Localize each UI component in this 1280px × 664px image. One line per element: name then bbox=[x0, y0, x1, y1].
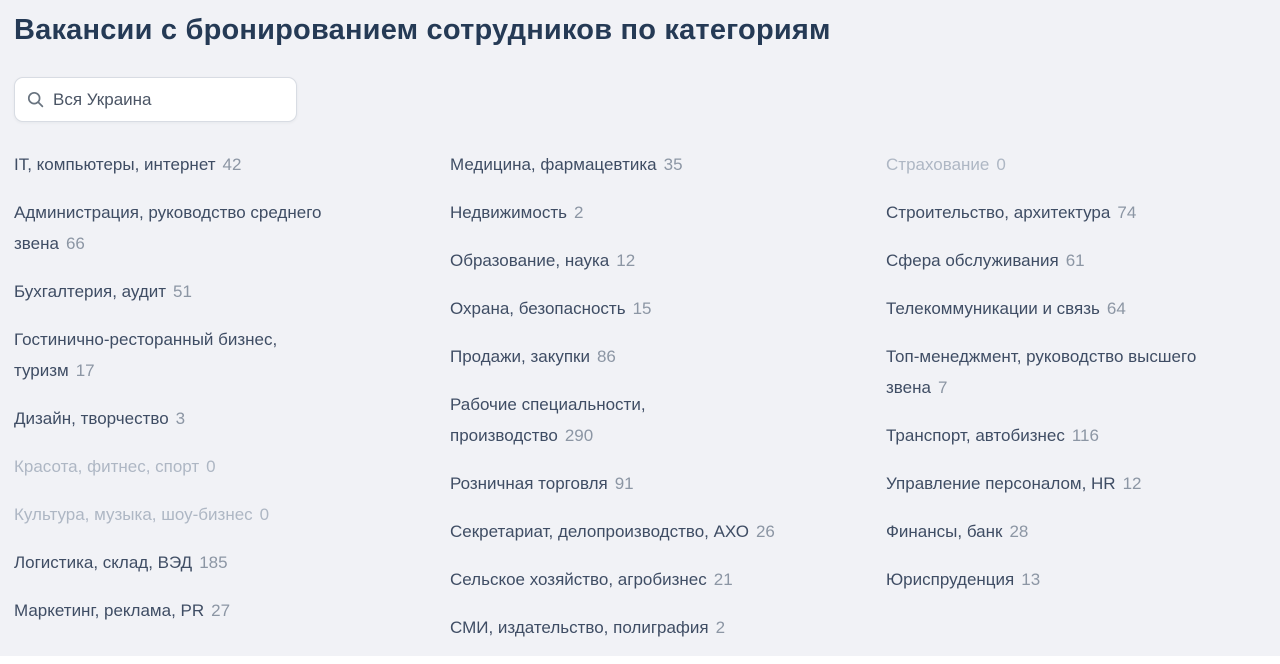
category-link[interactable]: Строительство, архитектура 74 bbox=[886, 197, 1266, 228]
category-link[interactable]: Охрана, безопасность 15 bbox=[450, 293, 830, 324]
category-link[interactable]: Сфера обслуживания 61 bbox=[886, 245, 1266, 276]
category-link[interactable]: Рабочие специальности, производство 290 bbox=[450, 389, 830, 451]
category-count: 61 bbox=[1065, 251, 1085, 271]
category-label: Администрация, руководство среднего звен… bbox=[14, 203, 322, 254]
category-label: Красота, фитнес, спорт bbox=[14, 457, 200, 477]
category-link[interactable]: Транспорт, автобизнес 116 bbox=[886, 420, 1266, 451]
category-link[interactable]: Управление персоналом, HR 12 bbox=[886, 468, 1266, 499]
category-link[interactable]: Логистика, склад, ВЭД 185 bbox=[14, 547, 394, 578]
category-count: 0 bbox=[259, 505, 270, 525]
category-count: 116 bbox=[1071, 426, 1099, 446]
category-column-3: Страхование 0 Строительство, архитектура 7… bbox=[886, 149, 1266, 612]
category-count: 15 bbox=[632, 299, 652, 319]
search-icon bbox=[27, 91, 44, 108]
category-count: 0 bbox=[206, 457, 216, 477]
bottom-white-strip bbox=[0, 656, 1280, 664]
category-label: Рабочие специальности, производство bbox=[450, 395, 646, 446]
location-search[interactable] bbox=[14, 77, 297, 123]
category-count: 12 bbox=[616, 251, 636, 271]
category-label: Топ-менеджмент, руководство высшего звен… bbox=[886, 347, 1197, 398]
category-link[interactable]: Маркетинг, реклама, PR 27 bbox=[14, 595, 394, 626]
category-count: 12 bbox=[1122, 474, 1142, 494]
category-count: 42 bbox=[222, 155, 242, 175]
category-link[interactable]: Недвижимость 2 bbox=[450, 197, 830, 228]
category-count: 66 bbox=[65, 234, 85, 254]
category-label: Сфера обслуживания bbox=[886, 251, 1059, 271]
category-count: 290 bbox=[564, 426, 594, 446]
category-count: 86 bbox=[596, 347, 616, 367]
category-count: 91 bbox=[614, 474, 634, 494]
category-label: Гостинично-ресторанный бизнес, туризм bbox=[14, 330, 278, 381]
category-link[interactable]: Топ-менеджмент, руководство высшего звен… bbox=[886, 341, 1266, 403]
category-label: Культура, музыка, шоу-бизнес bbox=[14, 505, 253, 525]
category-label: Охрана, безопасность bbox=[450, 299, 626, 319]
category-label: Телекоммуникации и связь bbox=[886, 299, 1100, 319]
category-count: 17 bbox=[75, 361, 95, 381]
category-label: СМИ, издательство, полиграфия bbox=[450, 618, 709, 638]
category-count: 0 bbox=[996, 155, 1006, 175]
category-count: 13 bbox=[1021, 570, 1041, 590]
category-column-2: Медицина, фармацевтика 35 Недвижимость 2 О… bbox=[450, 149, 830, 660]
category-label: Секретариат, делопроизводство, АХО bbox=[450, 522, 749, 542]
category-link[interactable]: Образование, наука 12 bbox=[450, 245, 830, 276]
category-label: Маркетинг, реклама, PR bbox=[14, 601, 205, 621]
category-count: 2 bbox=[573, 203, 584, 223]
category-label: Логистика, склад, ВЭД bbox=[14, 553, 193, 573]
category-link[interactable]: СМИ, издательство, полиграфия 2 bbox=[450, 612, 830, 643]
category-label: Финансы, банк bbox=[886, 522, 1003, 542]
category-link[interactable]: Медицина, фармацевтика 35 bbox=[450, 149, 830, 180]
category-link[interactable]: Гостинично-ресторанный бизнес, туризм 17 bbox=[14, 324, 394, 386]
category-count: 74 bbox=[1117, 203, 1137, 223]
category-label: Страхование bbox=[886, 155, 990, 175]
location-search-input[interactable] bbox=[53, 89, 284, 110]
category-count: 26 bbox=[755, 522, 775, 542]
categories-grid: IT, компьютеры, интернет 42 Администрация… bbox=[14, 149, 1266, 660]
category-link[interactable]: Секретариат, делопроизводство, АХО 26 bbox=[450, 516, 830, 547]
category-count: 35 bbox=[663, 155, 683, 175]
category-link: Страхование 0 bbox=[886, 149, 1266, 180]
category-label: Недвижимость bbox=[450, 203, 567, 223]
category-count: 3 bbox=[175, 409, 186, 429]
category-link[interactable]: IT, компьютеры, интернет 42 bbox=[14, 149, 394, 180]
category-label: Бухгалтерия, аудит bbox=[14, 282, 167, 302]
category-link[interactable]: Финансы, банк 28 bbox=[886, 516, 1266, 547]
page-title: Вакансии с бронированием сотрудников по … bbox=[14, 14, 831, 46]
category-label: Дизайн, творчество bbox=[14, 409, 169, 429]
category-count: 27 bbox=[211, 601, 231, 621]
category-label: Образование, наука bbox=[450, 251, 610, 271]
category-count: 64 bbox=[1106, 299, 1126, 319]
category-link[interactable]: Телекоммуникации и связь 64 bbox=[886, 293, 1266, 324]
category-count: 51 bbox=[173, 282, 192, 302]
category-count: 28 bbox=[1009, 522, 1029, 542]
category-link[interactable]: Сельское хозяйство, агробизнес 21 bbox=[450, 564, 830, 595]
category-count: 2 bbox=[715, 618, 726, 638]
category-label: Продажи, закупки bbox=[450, 347, 590, 367]
category-link[interactable]: Юриспруденция 13 bbox=[886, 564, 1266, 595]
category-label: Строительство, архитектура bbox=[886, 203, 1111, 223]
category-count: 7 bbox=[937, 378, 948, 398]
category-link[interactable]: Розничная торговля 91 bbox=[450, 468, 830, 499]
category-link: Красота, фитнес, спорт 0 bbox=[14, 451, 394, 482]
category-label: Управление персоналом, HR bbox=[886, 474, 1116, 494]
category-label: Медицина, фармацевтика bbox=[450, 155, 657, 175]
category-count: 185 bbox=[199, 553, 228, 573]
category-link[interactable]: Бухгалтерия, аудит 51 bbox=[14, 276, 394, 307]
category-column-1: IT, компьютеры, интернет 42 Администрация… bbox=[14, 149, 394, 643]
category-label: Розничная торговля bbox=[450, 474, 608, 494]
category-link[interactable]: Администрация, руководство среднего звен… bbox=[14, 197, 394, 259]
category-label: IT, компьютеры, интернет bbox=[14, 155, 216, 175]
category-link[interactable]: Продажи, закупки 86 bbox=[450, 341, 830, 372]
category-count: 21 bbox=[713, 570, 733, 590]
category-link[interactable]: Дизайн, творчество 3 bbox=[14, 403, 394, 434]
category-label: Юриспруденция bbox=[886, 570, 1015, 590]
category-link: Культура, музыка, шоу-бизнес 0 bbox=[14, 499, 394, 530]
category-label: Сельское хозяйство, агробизнес bbox=[450, 570, 707, 590]
category-label: Транспорт, автобизнес bbox=[886, 426, 1065, 446]
